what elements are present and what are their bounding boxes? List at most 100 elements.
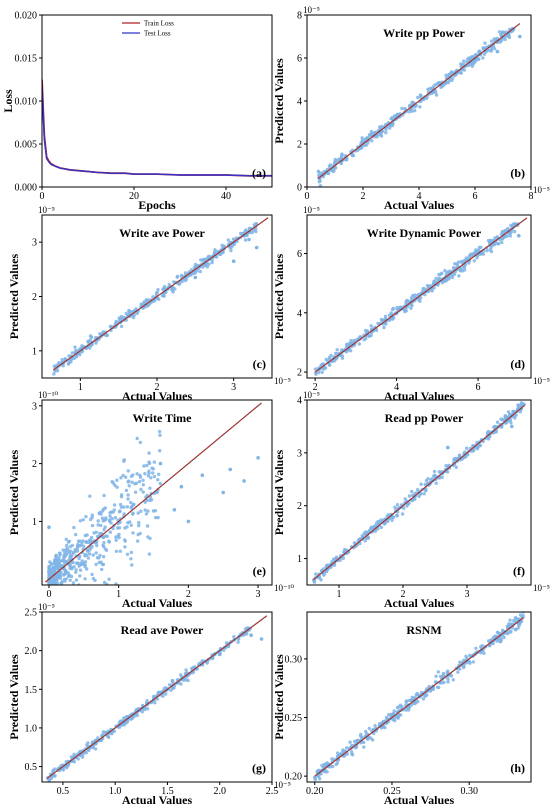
data-point	[123, 722, 127, 726]
data-point	[367, 726, 371, 731]
data-point	[493, 236, 497, 240]
data-point	[205, 265, 210, 269]
y-tick-label: 0.005	[15, 140, 38, 151]
panel-title: Read pp Power	[385, 411, 464, 425]
data-point	[468, 653, 472, 658]
data-point	[112, 503, 117, 507]
data-point	[85, 533, 89, 537]
x-tick-label: 1	[116, 589, 121, 600]
data-point	[158, 449, 162, 453]
data-point	[115, 485, 119, 489]
data-point	[210, 260, 214, 265]
outlier-point	[200, 473, 205, 478]
data-point	[102, 493, 106, 498]
data-point	[50, 567, 54, 571]
x-tick-label: 0.20	[306, 786, 324, 797]
data-point	[327, 355, 332, 360]
data-point	[409, 303, 413, 307]
data-point	[508, 412, 512, 416]
data-point	[438, 674, 443, 679]
data-point	[156, 515, 160, 520]
x-tick-label: 0.5	[57, 786, 70, 797]
data-point	[93, 597, 96, 600]
y-tick-label: 2.5	[25, 608, 38, 619]
data-point	[501, 230, 505, 235]
x-tick-label: 40	[221, 191, 231, 202]
y-axis-label: Predicted Values	[272, 654, 286, 740]
data-point	[378, 721, 382, 726]
ideal-line	[313, 404, 525, 581]
data-point	[444, 73, 448, 77]
data-point	[94, 562, 98, 567]
data-point	[113, 516, 118, 520]
data-point	[150, 466, 154, 470]
data-point	[445, 271, 449, 275]
data-point	[64, 560, 68, 564]
y-tick-label: 1	[297, 554, 302, 565]
data-point	[108, 518, 112, 522]
y-tick-label: 0	[297, 183, 302, 194]
data-point	[101, 519, 106, 523]
data-point	[54, 588, 57, 591]
data-point	[90, 523, 95, 528]
data-point	[84, 514, 88, 519]
data-point	[91, 553, 95, 557]
plot-area	[313, 612, 525, 782]
y-axis-label: Predicted Values	[7, 449, 21, 535]
data-point	[107, 577, 111, 581]
data-point	[149, 476, 153, 480]
data-point	[313, 775, 317, 780]
data-point	[508, 418, 512, 422]
outlier-point	[179, 484, 184, 489]
data-point	[447, 78, 452, 83]
data-point	[384, 131, 388, 135]
outlier-point	[513, 627, 518, 632]
x-tick-label: 2	[186, 589, 191, 600]
data-point	[147, 460, 151, 464]
data-point	[335, 352, 339, 356]
data-point	[389, 311, 393, 315]
panel-label: (h)	[510, 761, 525, 775]
data-point	[84, 553, 89, 557]
data-point	[68, 578, 72, 582]
panel-1: Train Loss Test Loss 0 20 40 0.000 0.005 0.010 0…	[1, 11, 273, 212]
plot-area	[52, 217, 269, 376]
data-point	[145, 524, 150, 528]
data-point	[511, 410, 515, 414]
data-point	[85, 549, 90, 553]
x-tick-label: 6	[473, 191, 478, 202]
data-point	[364, 336, 368, 341]
data-point	[189, 268, 194, 272]
data-point	[335, 348, 339, 352]
y-tick-label: 1	[32, 517, 37, 528]
data-point	[454, 465, 458, 469]
data-point	[407, 494, 412, 498]
data-point	[432, 286, 436, 290]
y-tick-label: 8	[297, 11, 302, 22]
data-point	[93, 578, 97, 583]
data-point	[405, 298, 409, 303]
data-point	[389, 124, 393, 128]
y-multiplier: 10⁻⁵	[38, 602, 55, 612]
data-point	[76, 542, 80, 547]
data-point	[486, 639, 491, 643]
data-point	[451, 76, 455, 80]
data-point	[89, 517, 93, 522]
x-tick-label: 0	[46, 589, 51, 600]
data-point	[497, 40, 502, 44]
data-point	[67, 563, 72, 567]
data-point	[501, 628, 505, 632]
data-point	[446, 680, 450, 684]
data-point	[471, 660, 476, 664]
data-point	[344, 746, 349, 750]
data-point	[314, 572, 318, 576]
data-point	[47, 569, 52, 574]
data-point	[70, 587, 73, 590]
data-point	[437, 80, 442, 85]
y-tick-label: 0.000	[15, 183, 38, 194]
data-point	[474, 646, 478, 650]
data-point	[143, 508, 147, 512]
x-tick-label: 0.30	[460, 786, 478, 797]
data-point	[402, 307, 407, 312]
